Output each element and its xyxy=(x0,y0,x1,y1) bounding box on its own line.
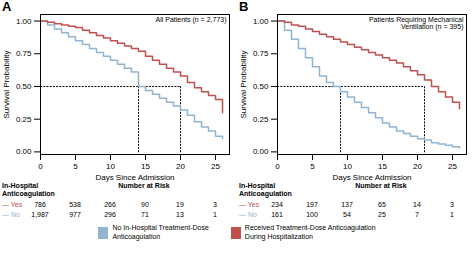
html-text:197: 197 xyxy=(306,201,318,208)
svg-text:15: 15 xyxy=(141,162,150,171)
svg-text:Days Since Admission: Days Since Admission xyxy=(332,173,411,182)
html-text:161: 161 xyxy=(271,211,283,218)
html-text:1,987: 1,987 xyxy=(31,211,49,218)
html-text:— No: — No xyxy=(2,211,20,218)
html-text:54: 54 xyxy=(343,211,351,218)
svg-text:20: 20 xyxy=(413,162,422,171)
svg-text:25: 25 xyxy=(448,162,457,171)
svg-text:0.75: 0.75 xyxy=(16,49,32,58)
html-text:71: 71 xyxy=(141,211,149,218)
svg-text:10: 10 xyxy=(106,162,115,171)
svg-text:0: 0 xyxy=(275,162,280,171)
html-text:In-Hospital Anticoagulation: In-Hospital Anticoagulation xyxy=(239,182,292,198)
svg-text:20: 20 xyxy=(176,162,185,171)
html-text:786: 786 xyxy=(34,201,46,208)
html-text:19: 19 xyxy=(176,201,184,208)
html-text:Number at Risk: Number at Risk xyxy=(118,182,170,189)
html-text:A: A xyxy=(2,0,12,14)
svg-text:5: 5 xyxy=(73,162,78,171)
html-text:3: 3 xyxy=(450,201,454,208)
html-text:7: 7 xyxy=(415,211,419,218)
html-text:538: 538 xyxy=(69,201,81,208)
svg-text:Days Since Admission: Days Since Admission xyxy=(95,173,174,182)
svg-text:Patients Requiring MechanicalV: Patients Requiring MechanicalVentilation… xyxy=(369,16,464,31)
html-text:— Yes: — Yes xyxy=(239,201,260,208)
html-text:B: B xyxy=(239,0,249,14)
html-text:25: 25 xyxy=(378,211,386,218)
svg-text:0.00: 0.00 xyxy=(253,147,269,156)
svg-text:0.50: 0.50 xyxy=(253,82,269,91)
html-text:13: 13 xyxy=(176,211,184,218)
html-text:In-Hospital Anticoagulation: In-Hospital Anticoagulation xyxy=(2,182,55,198)
svg-text:All Patients (n = 2,773): All Patients (n = 2,773) xyxy=(155,16,226,24)
svg-text:10: 10 xyxy=(343,162,352,171)
svg-text:15: 15 xyxy=(378,162,387,171)
html-text:Received Treatment-Dose Antico: Received Treatment-Dose Anticoagulation … xyxy=(244,224,376,240)
html-text:100: 100 xyxy=(306,211,318,218)
html-text:266: 266 xyxy=(104,201,116,208)
html-text:234: 234 xyxy=(271,201,283,208)
svg-text:1.00: 1.00 xyxy=(16,17,32,26)
html-text:3: 3 xyxy=(213,201,217,208)
svg-text:Survival Probability: Survival Probability xyxy=(2,50,11,118)
svg-text:0.50: 0.50 xyxy=(16,82,32,91)
html-text:— No: — No xyxy=(239,211,257,218)
html-text:No In-Hospital Treatment-Dose: No In-Hospital Treatment-Dose Anticoagul… xyxy=(112,224,209,240)
svg-text:0.25: 0.25 xyxy=(16,115,32,124)
svg-text:Survival Probability: Survival Probability xyxy=(239,50,248,118)
svg-text:0.25: 0.25 xyxy=(253,115,269,124)
svg-text:25: 25 xyxy=(211,162,220,171)
html-text:977: 977 xyxy=(69,211,81,218)
html-text:65: 65 xyxy=(378,201,386,208)
html-text:1: 1 xyxy=(450,211,454,218)
svg-text:5: 5 xyxy=(310,162,315,171)
svg-text:0.00: 0.00 xyxy=(16,147,32,156)
html-text:1: 1 xyxy=(213,211,217,218)
html-text:14: 14 xyxy=(413,201,421,208)
html-text:137: 137 xyxy=(341,201,353,208)
svg-text:0.75: 0.75 xyxy=(253,49,269,58)
html-text:— Yes: — Yes xyxy=(2,201,23,208)
svg-text:0: 0 xyxy=(38,162,43,171)
html-text:90: 90 xyxy=(141,201,149,208)
svg-text:1.00: 1.00 xyxy=(253,17,269,26)
html-text:296: 296 xyxy=(104,211,116,218)
html-text:Number at Risk: Number at Risk xyxy=(355,182,407,189)
